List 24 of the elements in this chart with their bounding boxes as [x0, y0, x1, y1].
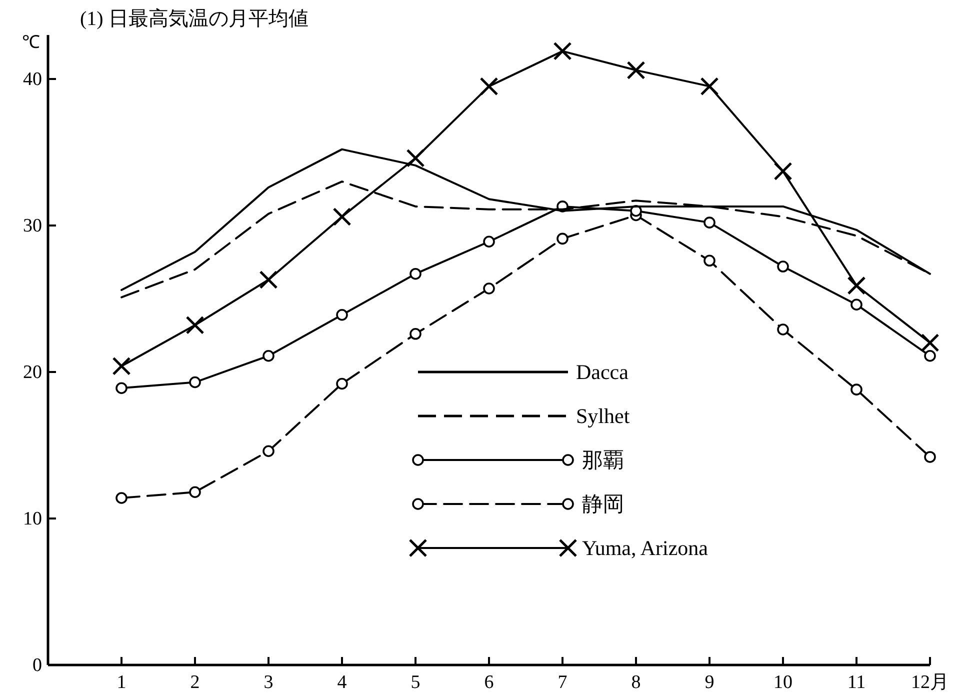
x-tick-label: 12月	[911, 672, 949, 693]
legend-label: 那覇	[582, 448, 624, 472]
legend-label: Yuma, Arizona	[582, 536, 709, 560]
x-tick-label: 8	[631, 672, 641, 693]
y-axis-title: ℃	[22, 32, 40, 52]
x-tick-label: 10	[774, 672, 792, 693]
y-tick-label: 40	[23, 69, 42, 90]
x-tick-label: 9	[704, 672, 714, 693]
x-tick-label: 6	[484, 672, 494, 693]
x-tick-label: 5	[410, 672, 420, 693]
y-tick-label: 30	[23, 216, 42, 236]
y-tick-label: 10	[23, 508, 42, 530]
y-tick-label: 20	[23, 362, 42, 383]
legend-label: 静岡	[582, 492, 624, 516]
x-tick-label: 1	[116, 672, 126, 693]
chart-title: (1) 日最高気温の月平均値	[80, 7, 308, 30]
legend-label: Dacca	[576, 360, 630, 384]
x-tick-label: 2	[190, 672, 200, 693]
y-tick-label: 0	[32, 655, 42, 676]
x-tick-label: 7	[558, 672, 568, 693]
x-tick-label: 11	[847, 672, 866, 693]
x-tick-label: 3	[264, 672, 274, 693]
legend-label: Sylhet	[576, 404, 630, 428]
x-tick-label: 4	[337, 672, 348, 693]
